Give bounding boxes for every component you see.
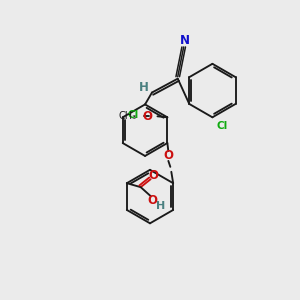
Text: Cl: Cl (216, 121, 228, 131)
Text: O: O (163, 149, 173, 162)
Text: CH₃: CH₃ (118, 111, 136, 121)
Text: N: N (180, 34, 190, 46)
Text: O: O (148, 169, 159, 182)
Text: O: O (142, 110, 152, 123)
Text: H: H (139, 81, 149, 94)
Text: H: H (156, 201, 165, 211)
Text: Cl: Cl (128, 110, 139, 120)
Text: O: O (148, 194, 158, 206)
